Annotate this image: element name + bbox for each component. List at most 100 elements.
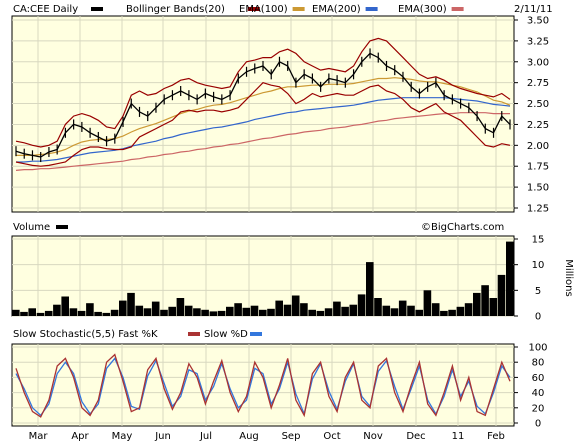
y-tick-label: 20 [532,403,545,414]
volume-bar [481,285,489,316]
legend-entry: EMA(200) [312,4,361,15]
y-tick-label: 0 [535,419,541,430]
legend-entry: Bollinger Bands(20) [126,4,225,15]
volume-bar [489,298,498,316]
x-tick-label: Nov [363,431,383,442]
stochastic-plot-area [11,343,515,427]
volume-bar [119,300,127,316]
x-tick-label: Feb [487,431,505,442]
x-tick-label: Mar [29,431,49,442]
volume-bar [291,295,300,316]
volume-label: Volume [13,222,50,233]
volume-bar [308,309,316,316]
volume-bar [143,308,152,316]
y-tick-label: 15 [532,235,545,246]
volume-bar [440,310,448,316]
y-tick-label: 60 [532,373,545,384]
volume-bar [349,304,358,316]
x-axis: Mar Apr May Jun Jul Aug Sep Oct Nov Dec 11 Feb [29,431,505,442]
y-tick-label: 1.25 [527,204,549,215]
y-tick-label: 3.50 [527,16,549,27]
x-tick-label: Aug [239,431,259,442]
volume-legend-swatch [56,225,68,229]
slow-d-line [15,357,511,417]
volume-bar [259,309,267,316]
price-y-axis: 3.50 3.25 3.00 2.75 2.50 2.25 2.00 1.75 1.50 1.25 [514,16,549,215]
y-tick-label: 5 [535,286,541,297]
volume-bar [324,308,333,316]
volume-bar [184,305,193,316]
volume-y-axis: 15 10 5 0 [514,235,544,323]
x-tick-label: Oct [323,431,340,442]
volume-panel: Volume ©BigCharts.com 15 10 5 0 Millions [11,222,574,323]
fast-k-line [15,353,511,418]
volume-bar [382,305,391,316]
volume-bar [127,292,135,316]
volume-bar [110,309,119,316]
volume-bar [217,310,226,316]
y-tick-label: 1.75 [527,162,549,173]
y-tick-label: 2.00 [527,141,549,152]
legend-swatch-price [91,7,103,11]
volume-bar [473,292,481,316]
price-line [15,52,511,158]
y-tick-label: 2.75 [527,78,549,89]
y-tick-label: 1.50 [527,183,549,194]
volume-bar [176,298,185,316]
fast-k-swatch [188,332,200,336]
stochastic-label: Slow Stochastic(5,5) Fast %K [13,329,158,340]
stochastic-panel: Slow Stochastic(5,5) Fast %K Slow %D 100… [11,329,548,430]
watermark: ©BigCharts.com [421,222,504,233]
x-tick-label: 11 [452,431,465,442]
volume-bar [275,300,283,316]
bollinger-lower-line [15,82,511,167]
volume-bar [53,304,61,316]
y-tick-label: 3.25 [527,36,549,47]
ema200-line [16,97,511,163]
volume-bar [374,298,382,316]
y-tick-label: 3.00 [527,57,549,68]
legend: CA:CEE Daily Bollinger Bands(20) EMA(100)… [13,4,553,15]
y-tick-label: 10 [532,260,545,271]
volume-bar [267,308,275,316]
x-tick-label: Dec [406,431,425,442]
volume-bar [44,310,53,316]
y-tick-label: 0 [535,312,541,323]
legend-entry-swatch [451,7,464,11]
ema300-line [15,112,510,171]
volume-bar [456,306,465,316]
volume-bar [151,301,160,316]
x-tick-label: Sep [282,431,301,442]
volume-bar [357,294,366,316]
volume-bar [102,312,111,316]
volume-bar [209,311,218,316]
ticker-label: CA:CEE Daily [13,4,78,15]
volume-bar [168,306,176,316]
volume-bar [28,308,36,316]
volume-bar [135,305,144,316]
volume-bar [283,304,292,316]
price-grid [12,16,514,212]
volume-bar [448,309,456,316]
volume-bar [341,306,349,316]
volume-bar [226,306,234,316]
price-panel: 3.50 3.25 3.00 2.75 2.50 2.25 2.00 1.75 1.50 1.25 [11,15,549,215]
volume-bar [250,305,259,316]
x-tick-label: Jun [154,431,171,442]
volume-bar [36,312,45,316]
stochastic-y-axis: 100 80 60 40 20 0 [514,343,548,430]
slow-d-label: Slow %D [204,329,248,340]
volume-bar [77,310,86,316]
volume-bar [407,305,415,316]
y-tick-label: 40 [532,388,545,399]
volume-bar [316,310,325,316]
legend-entry: EMA(300) [398,4,447,15]
volume-bar [366,262,374,316]
legend-entry-swatch [365,7,378,11]
volume-bar [497,274,506,316]
date-label: 2/11/11 [514,4,553,15]
y-tick-label: 100 [528,343,547,354]
volume-bar [242,307,251,316]
bollinger-upper-line [15,37,511,148]
